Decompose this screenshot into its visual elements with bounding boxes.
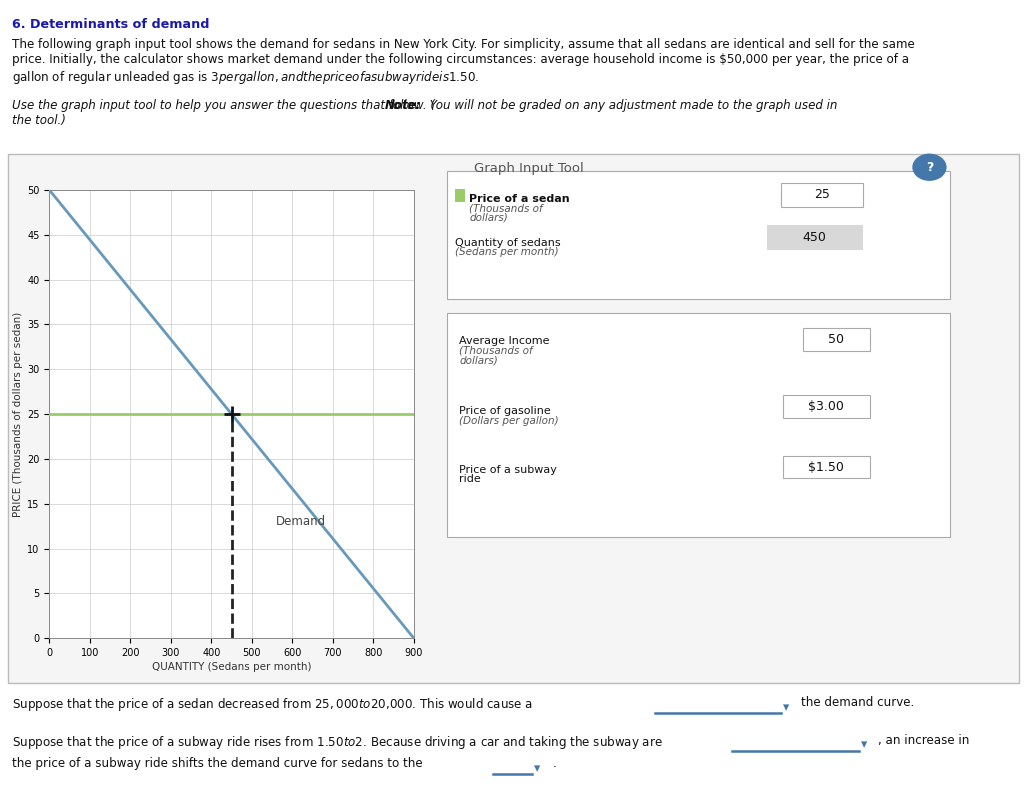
FancyBboxPatch shape	[8, 154, 1019, 683]
Text: Note:: Note:	[385, 99, 422, 112]
FancyBboxPatch shape	[447, 313, 950, 537]
Text: the demand curve.: the demand curve.	[801, 696, 914, 709]
Text: Price of gasoline: Price of gasoline	[459, 406, 550, 416]
Text: The following graph input tool shows the demand for sedans in New York City. For: The following graph input tool shows the…	[12, 38, 915, 51]
Text: the price of a subway ride shifts the demand curve for sedans to the: the price of a subway ride shifts the de…	[12, 757, 423, 770]
Text: (Sedans per month): (Sedans per month)	[455, 247, 559, 257]
Text: 50: 50	[828, 333, 844, 346]
Text: Suppose that the price of a subway ride rises from $1.50 to $2. Because driving : Suppose that the price of a subway ride …	[12, 734, 663, 751]
Text: ride: ride	[459, 474, 481, 484]
Text: Suppose that the price of a sedan decreased from $25,000 to $20,000. This would : Suppose that the price of a sedan decrea…	[12, 696, 534, 713]
FancyBboxPatch shape	[447, 171, 950, 299]
Text: $3.00: $3.00	[808, 400, 843, 413]
FancyBboxPatch shape	[783, 395, 870, 418]
Text: ?: ?	[925, 161, 934, 174]
Text: (Thousands of: (Thousands of	[459, 346, 533, 356]
FancyBboxPatch shape	[455, 189, 465, 202]
Text: (Dollars per gallon): (Dollars per gallon)	[459, 416, 559, 426]
Text: , an increase in: , an increase in	[878, 734, 969, 747]
Text: ▾: ▾	[534, 762, 540, 775]
Text: Price of a sedan: Price of a sedan	[469, 194, 570, 204]
FancyBboxPatch shape	[803, 328, 870, 351]
Text: Price of a subway: Price of a subway	[459, 465, 557, 474]
Text: $1.50: $1.50	[808, 461, 843, 473]
Text: .: .	[553, 757, 557, 770]
FancyBboxPatch shape	[783, 456, 870, 478]
Circle shape	[913, 154, 946, 180]
Text: dollars): dollars)	[469, 213, 508, 222]
Text: price. Initially, the calculator shows market demand under the following circums: price. Initially, the calculator shows m…	[12, 53, 910, 66]
Text: Average Income: Average Income	[459, 336, 549, 346]
Text: 6. Determinants of demand: 6. Determinants of demand	[12, 18, 210, 31]
Text: 25: 25	[813, 188, 830, 201]
Text: Graph Input Tool: Graph Input Tool	[474, 162, 584, 175]
X-axis label: QUANTITY (Sedans per month): QUANTITY (Sedans per month)	[152, 663, 311, 672]
Text: ▾: ▾	[783, 701, 789, 714]
Text: (Thousands of: (Thousands of	[469, 204, 543, 213]
Text: You will not be graded on any adjustment made to the graph used in: You will not be graded on any adjustment…	[426, 99, 838, 112]
Y-axis label: PRICE (Thousands of dollars per sedan): PRICE (Thousands of dollars per sedan)	[13, 311, 23, 517]
Text: dollars): dollars)	[459, 356, 498, 365]
Text: Use the graph input tool to help you answer the questions that follow. (: Use the graph input tool to help you ans…	[12, 99, 435, 112]
Text: 450: 450	[802, 231, 827, 244]
Text: Quantity of sedans: Quantity of sedans	[455, 238, 561, 248]
Text: gallon of regular unleaded gas is $3 per gallon, and the price of a subway ride : gallon of regular unleaded gas is $3 per…	[12, 69, 480, 86]
FancyBboxPatch shape	[767, 225, 863, 250]
Text: ▾: ▾	[861, 739, 867, 751]
FancyBboxPatch shape	[781, 183, 863, 207]
Text: the tool.): the tool.)	[12, 114, 66, 127]
Text: Demand: Demand	[276, 516, 327, 528]
